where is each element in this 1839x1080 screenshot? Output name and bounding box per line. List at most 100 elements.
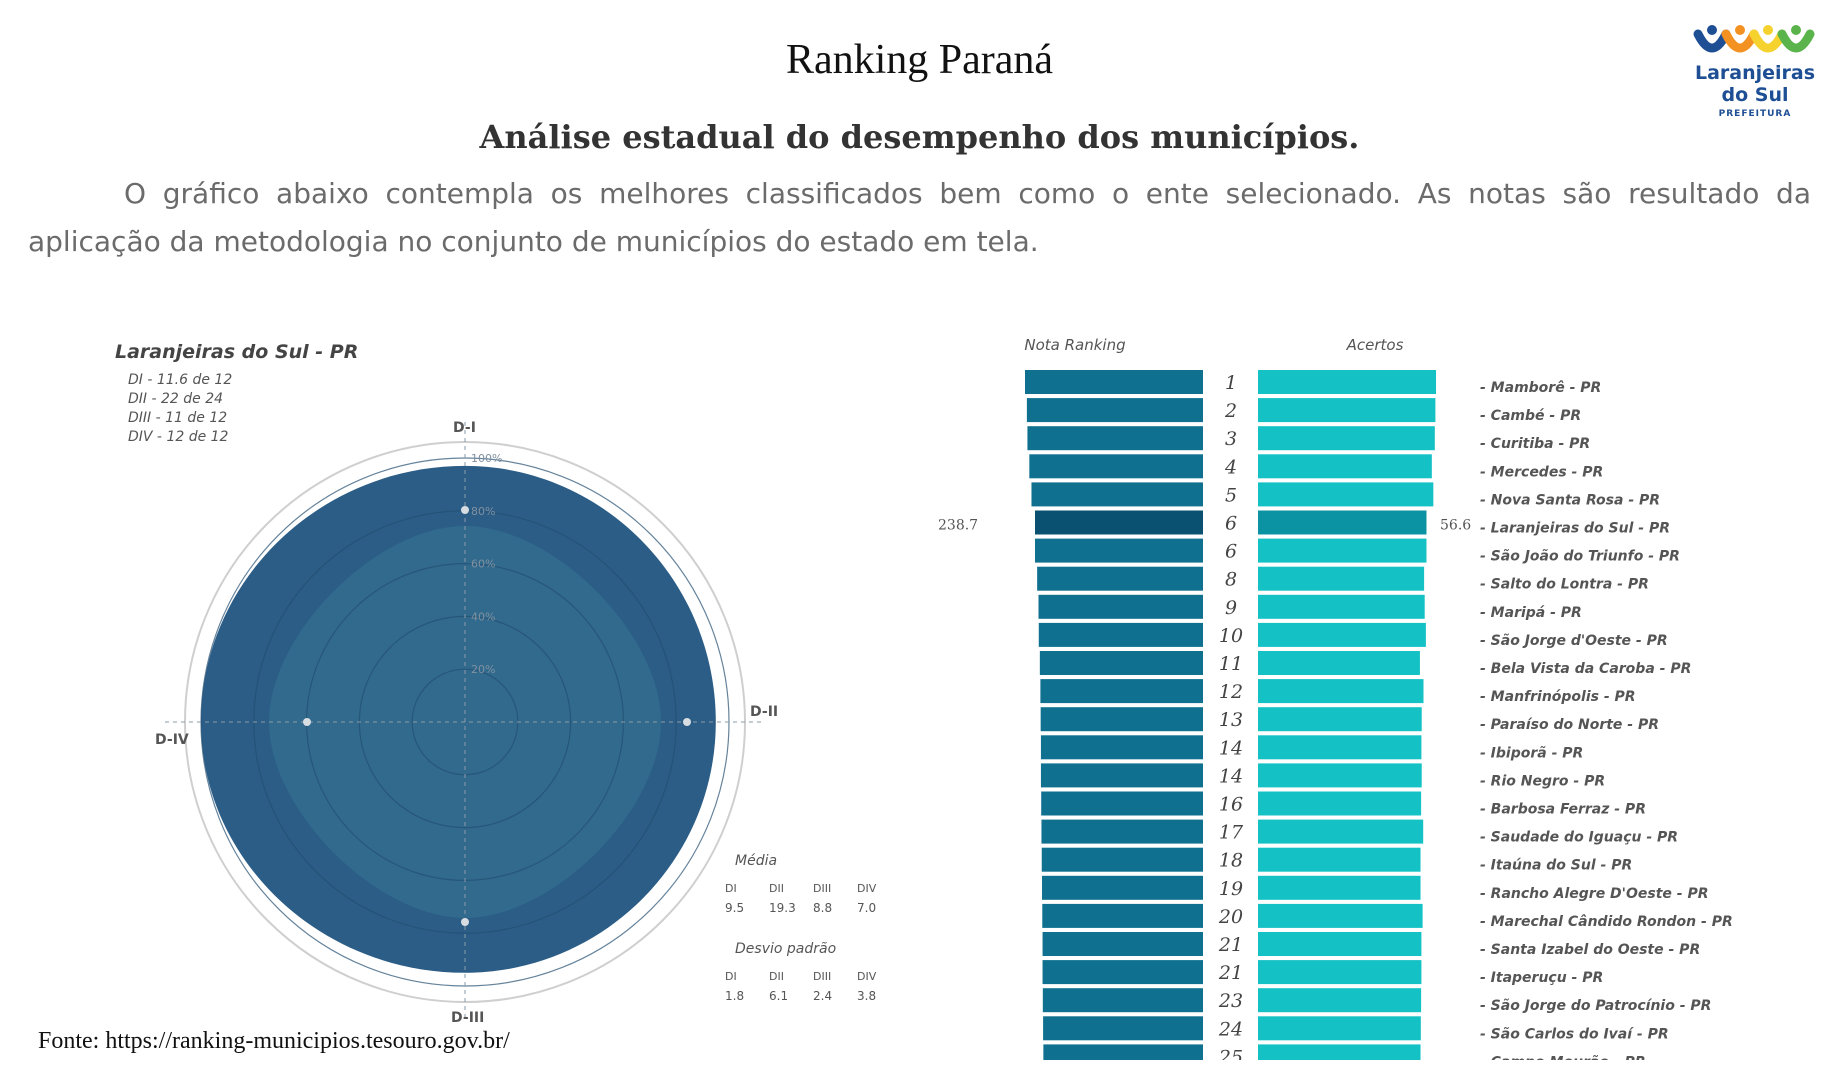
acertos-bar [1258,988,1422,1013]
media-table-header: DIV [857,882,877,895]
radar-axis-label: D-II [750,704,778,720]
municipality-label: - Santa Izabel do Oeste - PR [1480,942,1700,958]
municipality-label: - Rio Negro - PR [1480,773,1605,789]
media-table-value: 8.8 [813,901,832,915]
radar-data-point [683,718,691,726]
municipality-label: - Curitiba - PR [1480,436,1590,452]
radar-axis-label: D-I [453,420,476,436]
desvio-table-value: 2.4 [813,989,832,1003]
score-bar [1040,707,1203,732]
score-bar [1042,903,1203,928]
score-bar [1038,622,1203,647]
rank-label: 5 [1225,484,1237,506]
acertos-bar [1258,482,1434,507]
media-table-value: 7.0 [857,901,876,915]
municipality-label: - Rancho Alegre D'Oeste - PR [1480,886,1708,902]
radar-axis-label: D-IV [155,732,189,748]
rank-label: 8 [1225,569,1237,591]
media-table-header: DI [725,882,737,895]
rank-label: 9 [1225,597,1237,619]
radar-info-line: DIII - 11 de 12 [128,410,227,426]
radar-ring-label: 20% [471,663,495,676]
rank-label: 13 [1219,709,1243,731]
source-note: Fonte: https://ranking-municipios.tesour… [38,1028,510,1054]
score-axis-title: Nota Ranking [1024,336,1125,354]
municipality-label: - Barbosa Ferraz - PR [1480,802,1646,818]
acertos-bar [1258,454,1432,479]
rank-label: 17 [1219,822,1244,844]
score-bar [1029,454,1203,479]
municipality-label: - Paraíso do Norte - PR [1480,717,1659,733]
score-bar [1025,370,1203,394]
media-table-header: DII [769,882,784,895]
rank-label: 3 [1225,428,1237,450]
desvio-table-value: 6.1 [769,989,788,1003]
radar-info-line: DIV - 12 de 12 [128,429,229,445]
desvio-table-value: 1.8 [725,989,744,1003]
rank-label: 25 [1218,1046,1243,1060]
desvio-table-header: DIII [813,970,831,983]
score-bar [1040,679,1203,704]
logo-line-2: do Sul [1721,84,1789,106]
desvio-table-header: DII [769,970,784,983]
municipality-label: - Saudade do Iguaçu - PR [1480,830,1678,846]
score-bar [1042,960,1203,985]
acertos-value-label: 56.6 [1440,518,1471,534]
acertos-bar [1258,1044,1421,1060]
rank-label: 16 [1219,794,1243,816]
rank-label: 14 [1219,765,1243,787]
municipality-label: - Campo Mourão - PR [1480,1054,1646,1060]
intro-paragraph: O gráfico abaixo contempla os melhores c… [28,177,1811,258]
acertos-axis-title: Acertos [1346,336,1404,354]
media-table-value: 9.5 [725,901,744,915]
municipality-label: - Nova Santa Rosa - PR [1480,492,1660,508]
municipality-label: - São Carlos do Ivaí - PR [1480,1026,1669,1042]
rank-label: 23 [1218,990,1243,1012]
municipality-label: - Ibiporã - PR [1480,745,1583,761]
radar-chart: Laranjeiras do Sul - PR DI - 11.6 de 12 DI… [115,341,877,1026]
score-bar [1034,538,1203,563]
page-title: Ranking Paraná [785,37,1054,83]
acertos-bar [1258,932,1422,956]
municipality-label: - Laranjeiras do Sul - PR [1480,521,1670,537]
radar-info-line: DI - 11.6 de 12 [128,372,232,388]
radar-ring-label: 60% [471,558,495,571]
radar-info-line: DII - 22 de 24 [128,391,223,407]
media-table-header: DIII [813,882,831,895]
score-bar [1031,482,1203,507]
score-bar [1039,651,1203,675]
municipality-label: - Itaperuçu - PR [1480,970,1603,986]
acertos-bar [1258,1016,1421,1041]
media-table-value: 19.3 [769,901,796,915]
score-bar [1042,932,1203,956]
ranking-chart: Nota Ranking Acertos 1 - Mamborê - PR 2 - Cam… [938,336,1733,1060]
municipality-label: - Manfrinópolis - PR [1480,689,1636,705]
rank-label: 2 [1224,400,1237,422]
radar-data-point [461,918,469,926]
rank-label: 18 [1219,850,1243,872]
score-bar [1027,426,1203,451]
acertos-bar [1258,594,1425,619]
score-bar [1041,819,1203,844]
score-bar [1026,398,1203,423]
municipality-label: - São João do Triunfo - PR [1480,549,1680,565]
rank-label: 11 [1219,653,1243,675]
acertos-bar [1258,847,1421,872]
rank-label: 19 [1219,878,1243,900]
rank-label: 24 [1218,1018,1243,1040]
score-bar [1042,875,1203,900]
acertos-bar [1258,651,1420,675]
acertos-bar [1258,370,1436,394]
score-bar [1038,594,1203,619]
rank-label: 6 [1225,541,1237,563]
radar-data-point [303,718,311,726]
radar-title: Laranjeiras do Sul - PR [115,341,358,363]
score-value-label: 238.7 [938,518,978,534]
page-subtitle: Análise estadual do desempenho dos munic… [479,118,1360,156]
rank-label: 21 [1218,934,1243,956]
acertos-bar [1258,566,1425,591]
media-table-title: Média [735,853,777,869]
score-bar [1041,847,1203,872]
radar-ring-label: 40% [471,610,495,623]
municipality-label: - Marechal Cândido Rondon - PR [1480,914,1733,930]
